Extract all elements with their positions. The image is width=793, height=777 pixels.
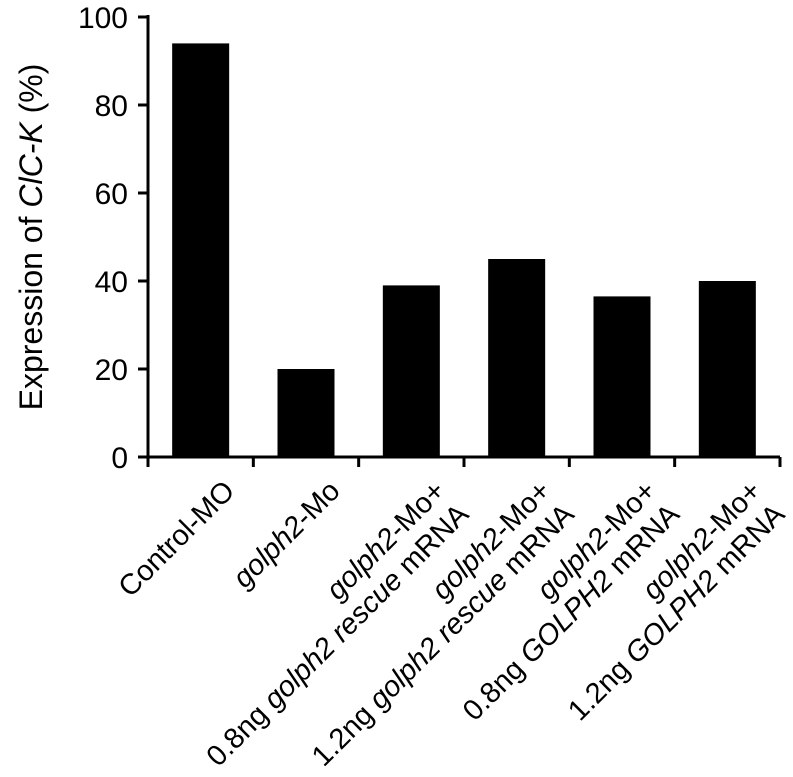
x-category-label-0: Control-MO bbox=[113, 475, 242, 604]
x-category-label-line: Control-MO bbox=[113, 475, 242, 604]
y-tick-label: 100 bbox=[78, 2, 128, 35]
y-axis-title: Expression of ClC-K (%) bbox=[13, 64, 49, 411]
y-tick-label: 80 bbox=[95, 90, 128, 123]
bar-2 bbox=[382, 285, 440, 457]
y-axis-title-text: ClC-K bbox=[13, 121, 49, 208]
bar-5 bbox=[698, 281, 756, 457]
y-axis-title-text: Expression of bbox=[13, 208, 49, 411]
y-tick-label: 0 bbox=[111, 442, 128, 475]
bar-4 bbox=[593, 296, 651, 457]
axes-group bbox=[138, 15, 782, 467]
bar-3 bbox=[488, 259, 546, 457]
bar-1 bbox=[277, 369, 335, 457]
y-tick-label: 20 bbox=[95, 354, 128, 387]
y-axis-title-text: (%) bbox=[13, 64, 49, 123]
bar-0 bbox=[172, 43, 230, 458]
x-category-label-2: golph2-Mo+ 0.8ng golph2 rescue mRNA bbox=[201, 475, 476, 773]
bars-group bbox=[172, 43, 756, 458]
y-tick-label: 60 bbox=[95, 178, 128, 211]
x-category-label-text: Control-MO bbox=[113, 475, 242, 604]
y-tick-label: 40 bbox=[95, 266, 128, 299]
x-category-label-text: golph2 bbox=[227, 510, 311, 594]
y-tick-labels: 0 20 40 60 80 100 bbox=[78, 2, 128, 475]
